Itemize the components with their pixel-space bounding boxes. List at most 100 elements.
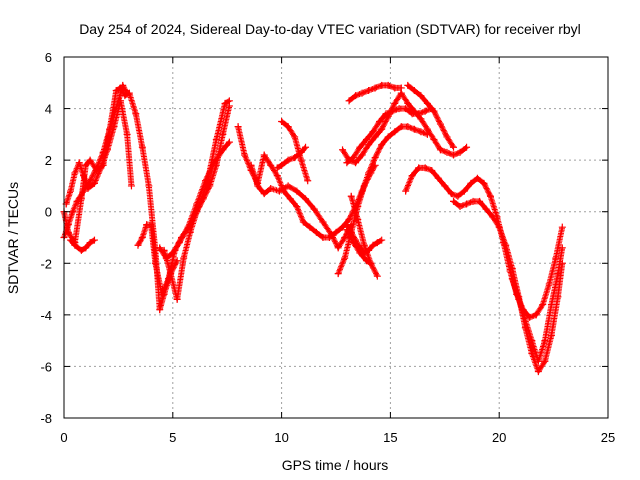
data-point xyxy=(430,136,438,144)
data-point xyxy=(480,179,488,187)
data-point xyxy=(219,130,227,138)
data-point xyxy=(132,110,140,118)
data-point xyxy=(558,223,566,231)
data-point xyxy=(293,203,301,211)
data-point xyxy=(156,306,164,314)
data-point xyxy=(371,133,379,141)
data-point xyxy=(460,187,468,195)
data-point xyxy=(456,203,464,211)
data-point xyxy=(86,177,94,185)
data-point xyxy=(273,164,281,172)
data-point xyxy=(417,115,425,123)
data-point xyxy=(319,218,327,226)
data-point xyxy=(225,102,233,110)
data-point xyxy=(378,141,386,149)
data-point xyxy=(382,110,390,118)
data-point xyxy=(201,177,209,185)
data-point xyxy=(415,110,423,118)
x-axis-label: GPS time / hours xyxy=(282,457,389,473)
data-point xyxy=(356,143,364,151)
data-point xyxy=(117,97,125,105)
y-tick-label: 4 xyxy=(45,102,52,117)
series-arc7 xyxy=(156,138,233,262)
data-point xyxy=(156,244,164,252)
x-tick-label: 10 xyxy=(274,430,288,445)
x-tick-label: 5 xyxy=(169,430,176,445)
data-point xyxy=(234,123,242,131)
data-point xyxy=(391,128,399,136)
series-arc20 xyxy=(402,164,566,321)
series-marker-trace xyxy=(248,162,354,251)
data-point xyxy=(90,236,98,244)
data-point xyxy=(345,97,353,105)
data-point xyxy=(430,107,438,115)
data-point xyxy=(408,110,416,118)
data-point xyxy=(267,185,275,193)
data-point xyxy=(138,234,146,241)
data-point xyxy=(104,146,112,154)
data-point xyxy=(534,357,542,365)
data-point xyxy=(373,239,381,247)
data-point xyxy=(334,244,342,252)
data-point xyxy=(328,231,336,239)
data-point xyxy=(373,272,381,280)
axis-ticks: 0 5 10 15 20 25 -8 -6 -4 -2 0 2 4 6 xyxy=(40,50,615,445)
data-point xyxy=(302,143,310,151)
data-point xyxy=(158,290,166,298)
data-point xyxy=(80,172,88,180)
data-point xyxy=(417,92,425,100)
data-point xyxy=(212,136,220,144)
data-point xyxy=(365,141,373,149)
data-point xyxy=(369,128,377,136)
data-point xyxy=(404,99,412,107)
data-point xyxy=(404,81,412,89)
data-point xyxy=(180,254,188,262)
data-point xyxy=(77,246,85,254)
data-point xyxy=(352,92,360,100)
plot-frame xyxy=(63,56,609,419)
data-point xyxy=(450,197,458,205)
data-point xyxy=(306,223,314,231)
y-tick-label: -4 xyxy=(40,308,52,323)
series-arc9 xyxy=(247,161,355,252)
data-point xyxy=(82,161,90,169)
data-point xyxy=(447,190,455,198)
data-point xyxy=(312,228,320,236)
data-point xyxy=(358,151,366,159)
data-point xyxy=(365,246,373,254)
data-point xyxy=(184,223,192,231)
data-point xyxy=(286,195,294,203)
data-point xyxy=(86,156,94,164)
data-point xyxy=(352,236,360,244)
data-point xyxy=(360,241,368,249)
data-point xyxy=(384,81,392,89)
data-point xyxy=(415,164,423,172)
data-point xyxy=(332,228,340,236)
data-point xyxy=(369,241,377,249)
data-point xyxy=(210,159,218,167)
data-point xyxy=(356,244,364,252)
data-point xyxy=(384,133,392,141)
data-point xyxy=(347,228,355,236)
data-point xyxy=(169,249,177,257)
data-point xyxy=(97,164,105,172)
data-point xyxy=(421,107,429,115)
data-point xyxy=(534,368,542,376)
data-point xyxy=(334,270,342,278)
data-point xyxy=(456,148,464,156)
data-point xyxy=(254,182,262,190)
series-arc19 xyxy=(404,81,458,151)
data-point xyxy=(112,87,120,95)
series-arc16 xyxy=(343,221,386,257)
data-point xyxy=(362,136,370,144)
data-point xyxy=(86,239,94,247)
data-point xyxy=(545,280,553,288)
data-point xyxy=(443,133,451,141)
y-tick-label: -8 xyxy=(40,411,52,426)
data-point xyxy=(339,223,347,231)
data-point xyxy=(75,159,83,167)
data-point xyxy=(145,182,153,190)
data-point xyxy=(73,197,81,205)
data-point xyxy=(450,151,458,159)
